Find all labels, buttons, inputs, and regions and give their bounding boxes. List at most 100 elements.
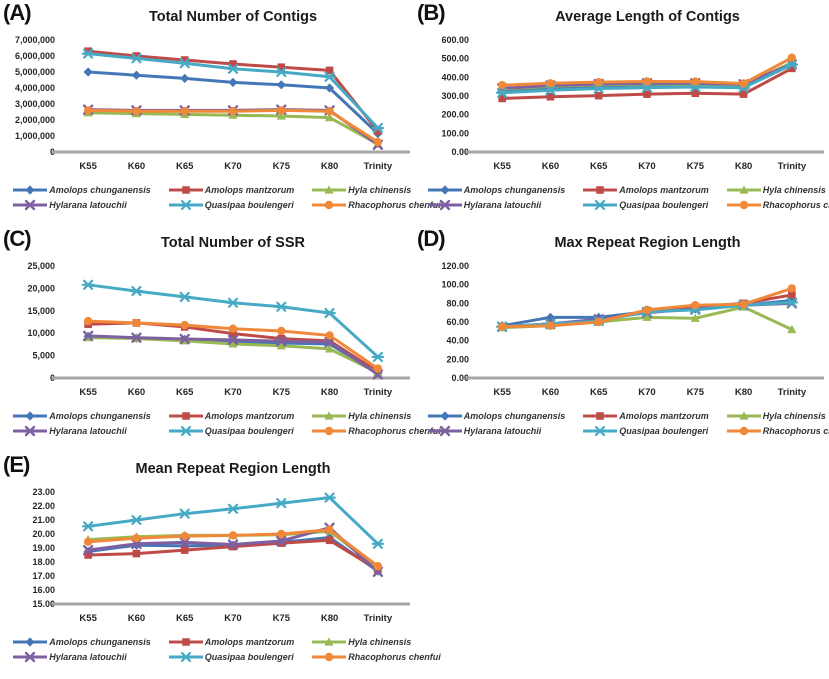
y-axis-tick-label: 23.00 bbox=[32, 487, 55, 497]
marker-asterisk-icon bbox=[640, 82, 654, 93]
legend-label: Rhacophorus chenfui bbox=[348, 426, 441, 436]
x-axis-category-label: K75 bbox=[273, 161, 291, 172]
empty-cell bbox=[414, 452, 829, 679]
x-axis-category-label: K80 bbox=[321, 387, 338, 398]
marker-diamond-icon bbox=[787, 295, 797, 306]
x-axis-category-label: K65 bbox=[590, 161, 608, 172]
marker-circle-icon bbox=[594, 77, 603, 87]
x-axis-category-label: Trinity bbox=[778, 161, 807, 172]
legend-item: Hylarana latouchii bbox=[13, 199, 151, 211]
marker-diamond-icon bbox=[83, 67, 93, 77]
marker-asterisk-icon bbox=[544, 85, 557, 96]
legend-item: Amolops mantzorum bbox=[583, 410, 709, 422]
marker-asterisk-icon bbox=[593, 425, 607, 437]
y-axis-tick-label: 3,000,000 bbox=[15, 99, 55, 109]
x-axis-category-label: K70 bbox=[638, 387, 655, 398]
x-axis-category-label: K65 bbox=[590, 387, 608, 398]
marker-asterisk-icon bbox=[593, 199, 607, 211]
y-axis-tick-label: 600.00 bbox=[441, 35, 469, 45]
panel-letter-e: (E) bbox=[3, 452, 30, 477]
legend-item: Amolops chunganensis bbox=[13, 636, 151, 648]
legend-label: Rhacophorus chenfui bbox=[762, 426, 829, 436]
chart-panel-b: (B) Average Length of Contigs 0.00 100.00… bbox=[414, 0, 829, 226]
x-axis-category-label: Trinity bbox=[364, 161, 393, 172]
marker-circle-icon bbox=[228, 531, 238, 540]
y-axis-tick-label: 6,000,000 bbox=[15, 51, 55, 61]
legend-swatch-diamond-icon bbox=[427, 411, 462, 421]
marker-square-icon bbox=[132, 549, 141, 558]
legend-label: Amolops chunganensis bbox=[463, 185, 566, 195]
marker-asterisk-icon bbox=[371, 122, 385, 134]
legend-swatch-x-icon bbox=[427, 425, 462, 437]
marker-square-icon bbox=[643, 90, 651, 98]
legend-label: Quasipaa boulengeri bbox=[619, 426, 709, 436]
y-axis-tick-label: 40.00 bbox=[446, 336, 469, 346]
x-axis-category-label: K65 bbox=[176, 613, 194, 624]
x-axis-category-label: K65 bbox=[176, 161, 194, 172]
legend-swatch-asterisk-icon bbox=[168, 651, 203, 663]
chart-title-a: Total Number of Contigs bbox=[148, 9, 318, 25]
legend-swatch-x-icon bbox=[13, 199, 48, 211]
marker-asterisk-icon bbox=[226, 297, 240, 308]
marker-x-icon bbox=[227, 539, 239, 550]
legend-item: Rhacophorus chenfui bbox=[726, 425, 829, 437]
panel-letter-b: (B) bbox=[417, 0, 446, 25]
legend-item: Hyla chinensis bbox=[726, 410, 829, 422]
legend-label: Amolops mantzorum bbox=[204, 411, 295, 421]
x-axis-category-label: K60 bbox=[542, 161, 559, 172]
legend-swatch-square-icon bbox=[583, 186, 618, 194]
marker-x-icon bbox=[324, 336, 335, 348]
marker-square-icon bbox=[181, 638, 190, 646]
x-axis-category-label: K75 bbox=[273, 613, 291, 624]
legend-label: Amolops chunganensis bbox=[463, 411, 566, 421]
marker-triangle-icon bbox=[276, 111, 286, 120]
legend-label: Amolops chunganensis bbox=[49, 185, 151, 195]
legend-swatch-square-icon bbox=[168, 412, 203, 420]
marker-x-icon bbox=[131, 332, 142, 343]
x-axis-category-label: K75 bbox=[687, 161, 705, 172]
marker-circle-icon bbox=[325, 426, 334, 436]
legend-swatch-triangle-icon bbox=[726, 411, 761, 420]
marker-circle-icon bbox=[594, 317, 603, 327]
line-chart-a: 01,000,0002,000,0003,000,0004,000,0005,0… bbox=[15, 35, 410, 172]
y-axis-tick-label: 120.00 bbox=[441, 261, 469, 271]
x-axis-category-label: K55 bbox=[493, 161, 511, 172]
chart-legend-b: Amolops chunganensis Amolops mantzorum Hyl… bbox=[427, 184, 829, 211]
legend-swatch-x-icon bbox=[13, 651, 48, 663]
chart-panel-d: (D) Max Repeat Region Length 0.00 20.00 40… bbox=[414, 226, 829, 452]
y-axis-tick-label: 5,000 bbox=[32, 351, 55, 361]
marker-asterisk-icon bbox=[323, 492, 336, 503]
marker-x-icon bbox=[227, 334, 239, 346]
x-axis-category-label: K60 bbox=[542, 387, 559, 398]
marker-circle-icon bbox=[787, 284, 797, 293]
marker-asterisk-icon bbox=[179, 651, 193, 663]
marker-asterisk-icon bbox=[371, 351, 385, 363]
marker-asterisk-icon bbox=[81, 521, 95, 532]
y-axis-tick-label: 15,000 bbox=[27, 306, 55, 316]
y-axis-tick-label: 80.00 bbox=[446, 298, 469, 308]
marker-asterisk-icon bbox=[323, 71, 336, 82]
legend-label: Amolops mantzorum bbox=[204, 185, 295, 195]
panel-letter-d: (D) bbox=[417, 226, 446, 251]
marker-triangle-icon bbox=[324, 411, 334, 420]
marker-triangle-icon bbox=[324, 344, 335, 353]
marker-square-icon bbox=[594, 91, 603, 100]
marker-asterisk-icon bbox=[81, 48, 95, 59]
marker-circle-icon bbox=[642, 305, 652, 315]
marker-x-icon bbox=[82, 544, 94, 556]
chart-title-e: Mean Repeat Region Length bbox=[135, 461, 331, 477]
marker-diamond-icon bbox=[276, 80, 286, 90]
marker-square-icon bbox=[739, 90, 748, 98]
marker-circle-icon bbox=[325, 652, 334, 662]
chart-legend-e: Amolops chunganensis Amolops mantzorum Hyl… bbox=[13, 636, 441, 663]
marker-diamond-icon bbox=[131, 70, 142, 80]
marker-circle-icon bbox=[180, 320, 189, 330]
y-axis-tick-label: 200.00 bbox=[441, 110, 469, 120]
marker-triangle-icon bbox=[324, 185, 334, 194]
legend-item: Hylarana latouchii bbox=[427, 425, 566, 437]
marker-triangle-icon bbox=[739, 411, 749, 420]
marker-circle-icon bbox=[277, 106, 286, 115]
marker-circle-icon bbox=[325, 107, 334, 116]
marker-circle-icon bbox=[325, 525, 334, 534]
